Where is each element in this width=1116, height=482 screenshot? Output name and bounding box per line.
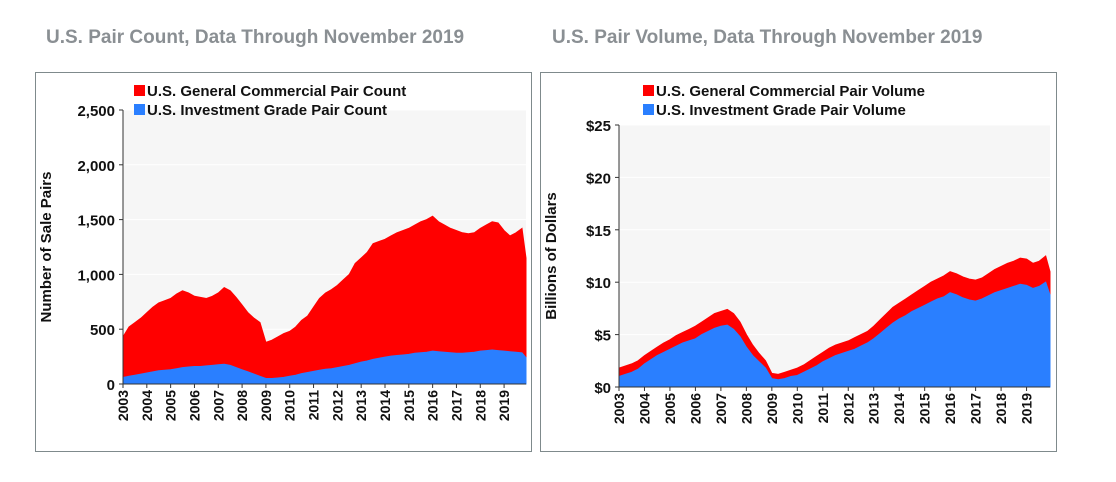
x-tick-label: 2003 <box>611 393 627 424</box>
x-tick-label: 2013 <box>866 393 882 424</box>
x-tick-label: 2016 <box>425 390 441 421</box>
x-tick-label: 2017 <box>448 390 464 421</box>
x-tick-label: 2004 <box>139 390 155 421</box>
y-tick-label: 1,500 <box>77 213 115 230</box>
x-tick-label: 2012 <box>840 393 856 424</box>
x-tick-label: 2019 <box>1019 393 1035 424</box>
x-tick-label: 2008 <box>234 390 250 421</box>
x-tick-label: 2003 <box>115 390 131 421</box>
x-tick-label: 2014 <box>891 393 907 424</box>
count-chart-title: U.S. Pair Count, Data Through November 2… <box>46 27 465 48</box>
y-tick-label: $25 <box>586 118 611 135</box>
x-tick-label: 2015 <box>917 393 933 424</box>
x-tick-label: 2007 <box>713 393 729 424</box>
legend-label: U.S. Investment Grade Pair Count <box>147 102 387 119</box>
x-tick-label: 2017 <box>968 393 984 424</box>
x-tick-label: 2019 <box>496 390 512 421</box>
x-tick-label: 2006 <box>687 393 703 424</box>
y-tick-label: $10 <box>586 275 611 292</box>
legend-swatch <box>643 85 654 96</box>
y-tick-label: $5 <box>594 328 611 345</box>
y-tick-label: 2,000 <box>77 158 115 175</box>
x-tick-label: 2005 <box>163 390 179 421</box>
volume-chart-svg: $0 $5 $10 $15 $20 $25 2003 2004 2005 2006 2007 2008… <box>543 83 1051 424</box>
legend-swatch <box>134 85 145 96</box>
y-tick-label: $20 <box>586 170 611 187</box>
x-tick-label: 2011 <box>815 393 831 424</box>
x-tick-label: 2012 <box>329 390 345 421</box>
y-tick-label: $0 <box>594 380 611 397</box>
y-tick-label: 0 <box>107 377 115 394</box>
volume-chart-panel: $0 $5 $10 $15 $20 $25 2003 2004 2005 2006 2007 2008… <box>540 72 1057 452</box>
y-tick-label: 1,000 <box>77 267 115 284</box>
x-tick-label: 2007 <box>210 390 226 421</box>
x-tick-label: 2010 <box>789 393 805 424</box>
x-tick-label: 2014 <box>377 390 393 421</box>
x-tick-label: 2018 <box>472 390 488 421</box>
x-tick-label: 2009 <box>258 390 274 421</box>
x-tick-label: 2013 <box>353 390 369 421</box>
count-chart-svg: 0 500 1,000 1,500 2,000 2,500 2003 2004 2005 2006… <box>38 83 527 421</box>
legend-swatch <box>134 104 145 115</box>
general-commercial-area <box>122 215 527 385</box>
legend-label: U.S. General Commercial Pair Count <box>147 83 406 100</box>
x-tick-label: 2006 <box>186 390 202 421</box>
y-tick-label: 2,500 <box>77 103 115 120</box>
investment-grade-area <box>122 349 527 385</box>
x-tick-label: 2018 <box>993 393 1009 424</box>
y-tick-label: 500 <box>90 322 115 339</box>
x-tick-label: 2009 <box>764 393 780 424</box>
y-tick-label: $15 <box>586 223 611 240</box>
y-axis-label: Number of Sale Pairs <box>38 172 55 323</box>
legend-swatch <box>643 104 654 115</box>
count-chart-panel: 0 500 1,000 1,500 2,000 2,500 2003 2004 2005 2006… <box>35 72 532 452</box>
x-tick-label: 2004 <box>636 393 652 424</box>
x-tick-label: 2010 <box>282 390 298 421</box>
legend-label: U.S. General Commercial Pair Volume <box>656 83 925 100</box>
volume-chart-title: U.S. Pair Volume, Data Through November … <box>552 27 983 48</box>
x-tick-label: 2008 <box>738 393 754 424</box>
x-tick-label: 2011 <box>306 390 322 421</box>
y-axis-label: Billions of Dollars <box>543 192 560 320</box>
x-tick-label: 2015 <box>401 390 417 421</box>
investment-grade-area <box>618 281 1051 388</box>
x-tick-label: 2016 <box>942 393 958 424</box>
x-tick-label: 2005 <box>662 393 678 424</box>
legend-label: U.S. Investment Grade Pair Volume <box>656 102 906 119</box>
